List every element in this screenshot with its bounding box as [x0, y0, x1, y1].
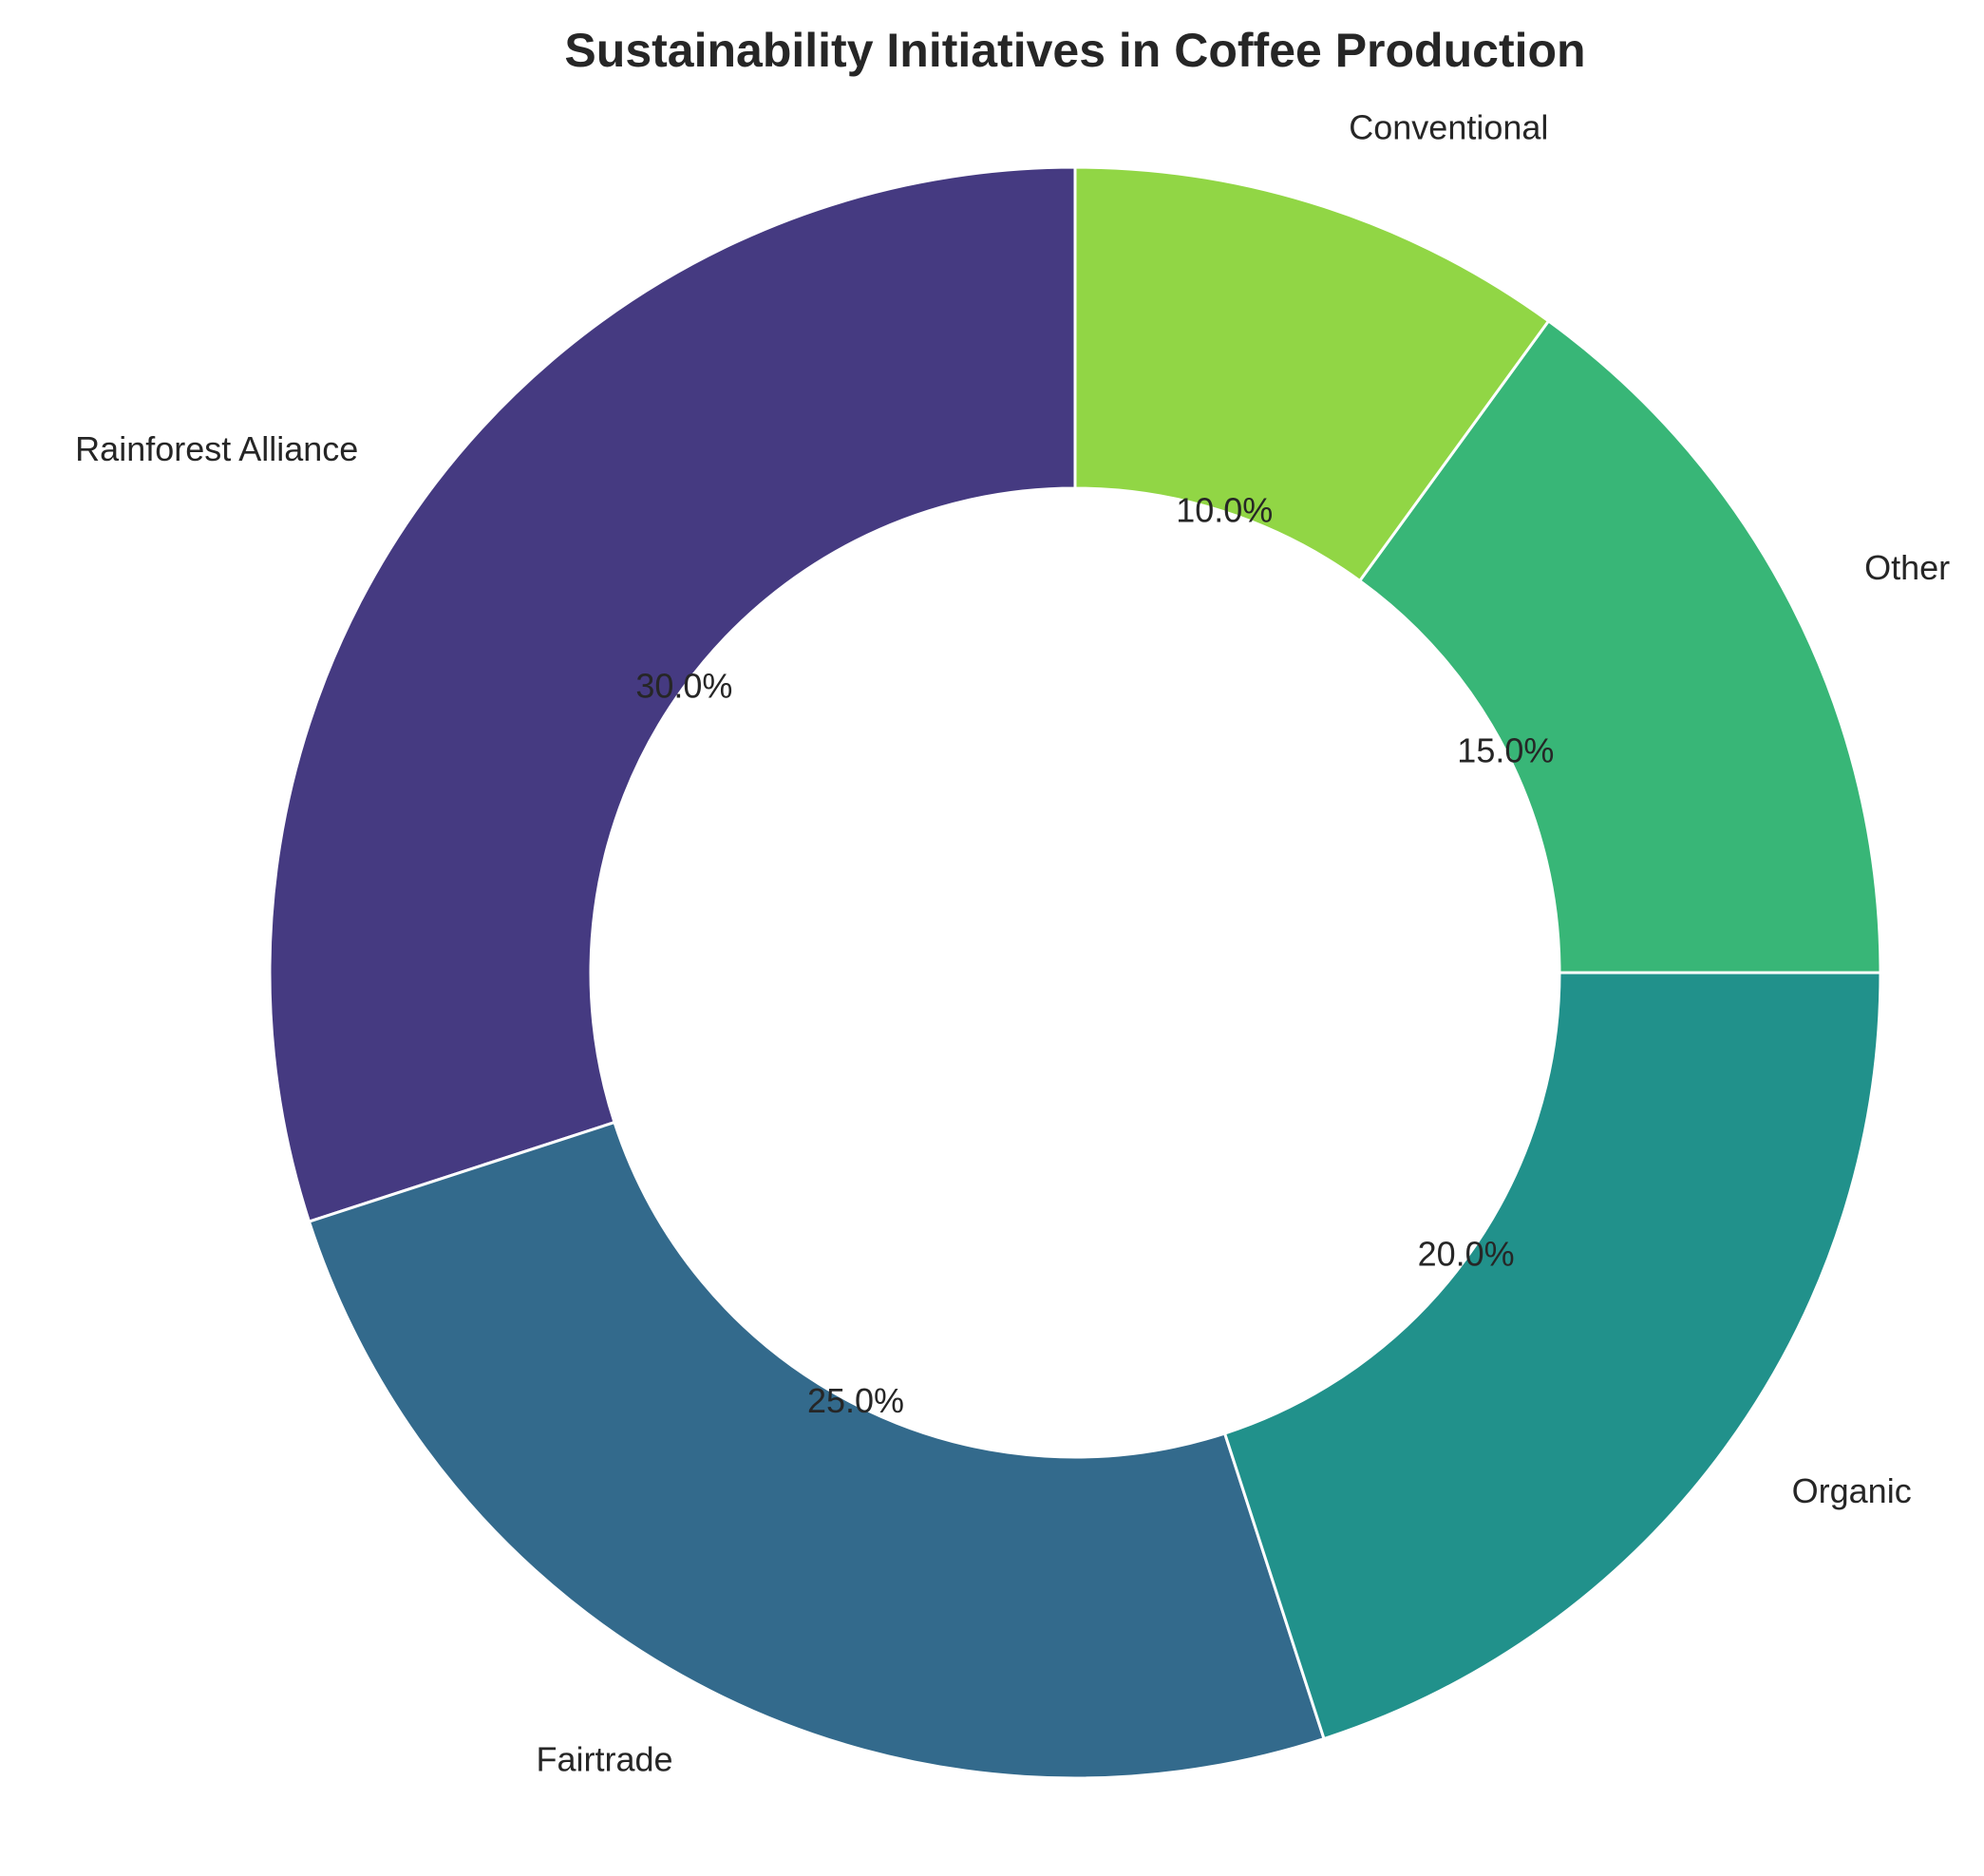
chart-title: Sustainability Initiatives in Coffee Pro…	[564, 24, 1585, 77]
percent-label-rainforest-alliance: 30.0%	[635, 666, 732, 705]
percent-label-conventional: 10.0%	[1176, 491, 1273, 530]
slice-label-rainforest-alliance: Rainforest Alliance	[75, 429, 358, 468]
slice-label-other: Other	[1864, 548, 1950, 587]
percent-label-organic: 20.0%	[1418, 1235, 1515, 1274]
labels-group: Rainforest Alliance 30.0% Fairtrade 25.0% Or…	[75, 107, 1950, 1778]
slice-label-conventional: Conventional	[1349, 107, 1548, 146]
slice-conventional	[1073, 165, 1551, 583]
slices-group	[268, 165, 1882, 1780]
slice-organic	[1222, 971, 1882, 1741]
slice-fairtrade	[307, 1120, 1326, 1780]
percent-label-fairtrade: 25.0%	[807, 1381, 904, 1420]
slice-label-fairtrade: Fairtrade	[536, 1740, 672, 1779]
percent-label-other: 15.0%	[1457, 731, 1554, 770]
slice-rainforest-alliance	[268, 165, 1077, 1223]
slice-label-organic: Organic	[1792, 1471, 1912, 1510]
slice-other	[1357, 318, 1882, 975]
